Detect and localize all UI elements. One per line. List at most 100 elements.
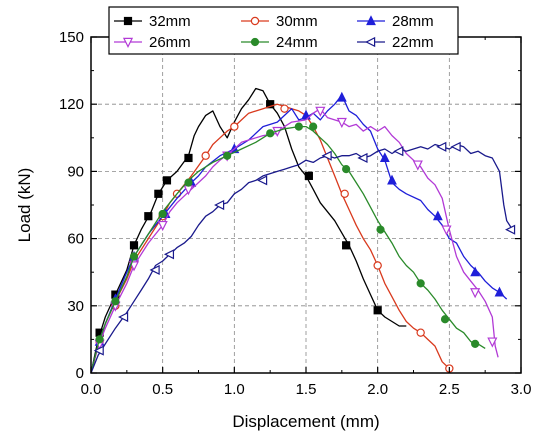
- y-tick-label: 0: [76, 365, 84, 382]
- series-line: [90, 143, 515, 374]
- data-point-marker: [470, 288, 481, 299]
- data-point-marker: [250, 37, 260, 47]
- series-line: [90, 94, 508, 374]
- series-26mm: [90, 106, 499, 374]
- data-point-marker: [387, 174, 397, 185]
- data-point-marker: [373, 306, 382, 315]
- data-point-marker: [365, 36, 376, 48]
- y-tick-label: 120: [59, 96, 84, 113]
- data-point-marker: [123, 16, 133, 26]
- data-point-marker: [336, 117, 347, 129]
- series-24mm: [90, 122, 486, 374]
- legend-label: 30mm: [276, 13, 318, 30]
- data-point-marker: [309, 122, 318, 131]
- data-point-marker: [266, 100, 275, 109]
- data-point-marker: [129, 252, 139, 261]
- data-point-marker: [162, 176, 172, 185]
- legend-label: 28mm: [392, 13, 434, 30]
- series-layer: [90, 87, 516, 374]
- data-point-marker: [214, 199, 225, 211]
- data-point-marker: [304, 171, 313, 180]
- data-point-marker: [129, 241, 139, 250]
- legend-label: 26mm: [149, 34, 191, 51]
- data-point-marker: [223, 151, 232, 160]
- data-point-marker: [184, 153, 193, 163]
- legend-label: 22mm: [392, 34, 434, 51]
- data-point-marker: [158, 209, 167, 219]
- data-point-marker: [505, 224, 516, 235]
- x-tick-label: 3.0: [511, 381, 532, 398]
- data-point-marker: [440, 315, 450, 324]
- series-22mm: [90, 141, 516, 374]
- data-point-marker: [487, 337, 498, 348]
- y-tick-label: 30: [67, 298, 84, 315]
- x-tick-label: 0.5: [152, 381, 173, 398]
- x-tick-label: 0.0: [81, 381, 102, 398]
- y-tick-label: 90: [67, 163, 84, 180]
- series-line: [90, 125, 486, 374]
- data-point-marker: [379, 152, 390, 163]
- data-point-marker: [441, 225, 452, 236]
- data-point-marker: [122, 37, 134, 48]
- data-point-marker: [416, 279, 425, 288]
- data-point-marker: [321, 150, 332, 161]
- data-point-marker: [366, 15, 376, 26]
- legend-item-22mm: 22mm: [357, 34, 434, 51]
- series-line: [90, 103, 453, 374]
- data-point-marker: [373, 261, 382, 270]
- data-point-marker: [157, 220, 168, 232]
- data-point-marker: [118, 311, 129, 323]
- data-point-marker: [342, 241, 351, 250]
- data-point-marker: [111, 297, 120, 306]
- legend-label: 32mm: [149, 13, 191, 30]
- axis-ticks: 0.0 0.5 1.0 1.5 2.0 2.5 3.0 0 30 60 90 120 150: [59, 29, 531, 398]
- data-point-marker: [470, 266, 481, 277]
- data-point-marker: [436, 141, 447, 152]
- data-point-marker: [230, 122, 239, 131]
- data-point-marker: [450, 141, 461, 152]
- x-axis-label: Displacement (mm): [232, 412, 379, 431]
- legend: 32mm 30mm 28mm 26mm 24mm 22mm: [108, 6, 459, 55]
- data-point-marker: [393, 146, 404, 157]
- data-point-marker: [471, 339, 480, 348]
- data-point-marker: [280, 104, 289, 113]
- data-point-marker: [376, 225, 385, 234]
- series-28mm: [90, 91, 508, 374]
- y-tick-label: 60: [67, 231, 84, 248]
- data-point-marker: [144, 212, 153, 221]
- legend-label: 24mm: [276, 34, 318, 51]
- data-point-marker: [257, 175, 268, 186]
- x-tick-label: 2.0: [367, 381, 388, 398]
- data-point-marker: [294, 122, 303, 131]
- y-axis-label: Load (kN): [15, 168, 34, 243]
- data-point-marker: [342, 165, 351, 174]
- data-point-marker: [149, 264, 160, 276]
- legend-item-30mm: 30mm: [241, 13, 318, 30]
- data-point-marker: [301, 109, 311, 120]
- series-line: [90, 108, 499, 374]
- legend-item-26mm: 26mm: [114, 34, 191, 51]
- data-point-marker: [412, 160, 423, 171]
- data-point-marker: [201, 151, 210, 160]
- x-tick-label: 1.5: [296, 381, 317, 398]
- legend-box: [108, 6, 459, 55]
- data-point-marker: [266, 129, 275, 138]
- data-point-marker: [494, 286, 505, 297]
- x-tick-label: 2.5: [439, 381, 460, 398]
- grid-lines: [91, 37, 521, 373]
- x-tick-label: 1.0: [224, 381, 245, 398]
- data-point-marker: [184, 178, 193, 187]
- data-point-marker: [357, 152, 368, 164]
- data-point-marker: [315, 106, 326, 117]
- data-point-marker: [154, 189, 163, 198]
- legend-item-32mm: 32mm: [114, 13, 191, 30]
- data-point-marker: [336, 91, 347, 102]
- legend-item-24mm: 24mm: [241, 34, 318, 51]
- legend-item-28mm: 28mm: [357, 13, 434, 30]
- data-point-marker: [93, 345, 104, 356]
- data-point-marker: [432, 210, 443, 221]
- data-point-marker: [340, 189, 349, 198]
- y-tick-label: 150: [59, 29, 84, 46]
- data-point-marker: [416, 328, 425, 337]
